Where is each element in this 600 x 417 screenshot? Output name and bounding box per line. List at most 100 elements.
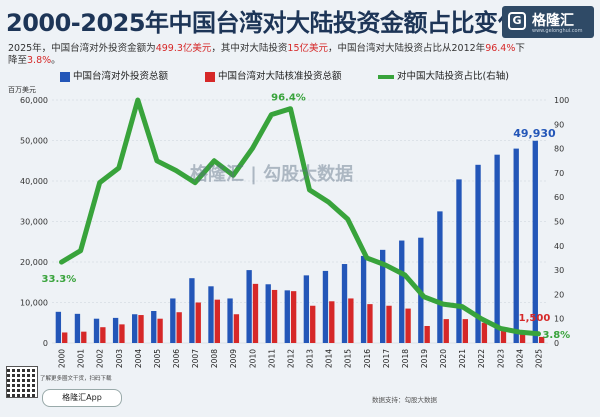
bar-mainland <box>157 318 163 343</box>
x-tick-label: 2024 <box>515 349 524 368</box>
subtitle-part: 下降至 <box>8 43 525 66</box>
legend-item-mainland: 中国台湾对大陆核准投资总额 <box>205 68 342 82</box>
legend-swatch-ratio <box>378 74 394 79</box>
bar-total <box>93 318 100 343</box>
watermark: 格隆汇 | 勾股大数据 <box>190 164 354 185</box>
bar-mainland <box>195 302 201 343</box>
bar-mainland <box>214 299 220 343</box>
subtitle-part: ，中国台湾对大陆投资占比从2012年 <box>328 43 486 54</box>
x-tick-label: 2006 <box>172 349 181 368</box>
bar-mainland <box>386 305 392 343</box>
bar-mainland <box>233 314 240 343</box>
y2-tick-label: 20 <box>554 290 564 299</box>
bar-total <box>322 270 329 343</box>
y-tick-label: 20,000 <box>20 258 48 267</box>
brand-site: www.gelonghui.com <box>532 28 583 34</box>
subtitle-part: 2025年，中国台湾对外投资金额为 <box>8 43 156 54</box>
legend-item-total: 中国台湾对外投资总额 <box>60 68 168 82</box>
bar-total <box>475 164 481 343</box>
y2-tick-label: 0 <box>554 339 559 348</box>
x-tick-label: 2015 <box>344 349 353 368</box>
x-tick-label: 2020 <box>439 349 448 368</box>
y2-tick-label: 90 <box>554 120 564 129</box>
bar-mainland <box>348 298 354 343</box>
app-badge: 格隆汇App <box>42 389 122 407</box>
bar-total <box>208 286 214 343</box>
bar-mainland <box>462 319 468 343</box>
bar-total <box>399 240 405 343</box>
x-tick-label: 2011 <box>267 349 276 368</box>
bar-mainland <box>405 308 411 343</box>
y-tick-label: 10,000 <box>20 299 48 308</box>
brand-mark-icon: G <box>508 12 526 30</box>
y-tick-label: 30,000 <box>20 218 48 227</box>
bar-mainland <box>424 325 430 343</box>
bar-total <box>456 179 462 343</box>
x-tick-label: 2025 <box>534 349 543 368</box>
x-tick-label: 2016 <box>363 349 372 368</box>
bar-total <box>532 140 538 343</box>
subtitle-value: 3.8% <box>27 55 52 66</box>
bar-mainland <box>538 336 545 343</box>
bar-mainland <box>290 291 297 343</box>
x-tick-label: 2000 <box>58 349 67 368</box>
data-label-ratio-peak: 96.4% <box>271 93 306 104</box>
bar-total <box>494 154 500 343</box>
legend-swatch-mainland <box>205 71 215 82</box>
subtitle-value: 499.3亿美元 <box>155 43 212 54</box>
bar-total <box>341 264 348 343</box>
bar-total <box>55 311 62 343</box>
data-label-ratio-last: 3.8% <box>542 330 570 341</box>
qr-code-icon <box>6 366 38 398</box>
data-label-ratio-first: 33.3% <box>42 274 77 285</box>
x-tick-label: 2022 <box>477 349 486 368</box>
bar-mainland <box>176 312 182 343</box>
chart-plot: 0 10,000 20,000 30,000 40,000 50,000 60,000 0 10… <box>8 85 570 368</box>
bar-total <box>360 255 367 343</box>
y-tick-label: 50,000 <box>20 137 48 146</box>
x-tick-label: 2005 <box>153 349 162 368</box>
x-tick-label: 2003 <box>115 349 124 368</box>
legend-item-ratio: 对中国大陆投资占比(右轴) <box>378 68 509 82</box>
y-tick-label: 40,000 <box>20 177 48 186</box>
bar-mainland <box>519 330 526 343</box>
bar-total <box>132 314 138 343</box>
bar-total <box>284 290 290 343</box>
x-tick-label: 2019 <box>420 349 429 368</box>
bar-mainland <box>271 289 278 343</box>
bar-mainland <box>329 301 335 343</box>
subtitle-value: 96.4% <box>485 43 516 54</box>
y2-tick-label: 50 <box>554 218 564 227</box>
bar-mainland <box>500 330 507 343</box>
bar-total <box>380 249 386 343</box>
x-tick-label: 2008 <box>210 349 219 368</box>
x-tick-label: 2013 <box>306 349 315 368</box>
data-label-total-last: 49,930 <box>513 127 556 140</box>
x-tick-label: 2001 <box>77 349 86 368</box>
x-tick-label: 2014 <box>325 349 334 368</box>
data-label-mainland-last: 1,500 <box>519 313 551 324</box>
bar-total <box>74 313 81 343</box>
x-tick-label: 2017 <box>382 349 391 368</box>
bar-mainland <box>310 305 316 343</box>
series-line-ratio <box>59 97 541 337</box>
subtitle-part: ，其中对大陆投资 <box>211 43 288 54</box>
y2-tick-label: 70 <box>554 169 564 178</box>
chart-title: 2000-2025年中国台湾对大陆投资金额占比变化 <box>6 9 522 37</box>
subtitle-value: 15亿美元 <box>287 43 328 54</box>
bar-total <box>437 211 443 343</box>
bar-mainland <box>443 319 449 343</box>
bar-total <box>265 284 271 343</box>
legend-swatch-total <box>60 71 70 82</box>
footer-note: 了解更多圈文干货，扫码下载 <box>40 376 112 382</box>
brand-name: 格隆汇 <box>532 13 574 29</box>
legend-label-ratio: 对中国大陆投资占比(右轴) <box>397 71 509 82</box>
bar-mainland <box>100 327 106 343</box>
brand-logo: G 格隆汇 www.gelonghui.com <box>502 6 594 38</box>
subtitle-part: 。 <box>51 55 61 66</box>
x-tick-label: 2009 <box>229 349 238 368</box>
y2-tick-label: 100 <box>554 96 569 105</box>
y2-tick-label: 80 <box>554 145 564 154</box>
y2-tick-label: 30 <box>554 266 564 275</box>
bar-mainland <box>367 304 373 343</box>
